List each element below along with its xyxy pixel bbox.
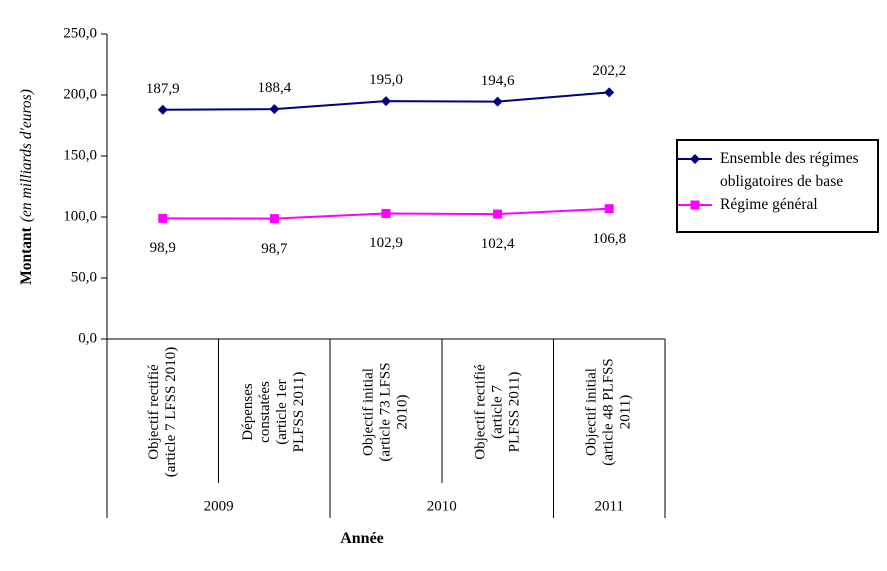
category-label-cell: Objectif initial (article 48 PLFSS 2011) xyxy=(553,340,665,483)
y-tick-label: 100,0 xyxy=(63,208,97,225)
data-point-diamond xyxy=(604,87,615,98)
data-point-square xyxy=(493,209,503,219)
category-label-cell: Objectif initial (article 73 LFSS 2010) xyxy=(330,340,442,483)
data-point-diamond xyxy=(269,104,280,115)
category-label: Objectif initial (article 48 PLFSS 2011) xyxy=(583,357,634,466)
data-point-square xyxy=(604,204,614,214)
y-tick-label: 0,0 xyxy=(78,330,97,347)
legend-label: Ensemble des régimes obligatoires de bas… xyxy=(720,150,859,190)
data-label: 106,8 xyxy=(592,230,627,247)
category-label-cell: Objectif rectifié (article 7 LFSS 2010) xyxy=(107,340,219,483)
year-label: 2011 xyxy=(594,498,624,514)
data-label: 102,9 xyxy=(369,235,403,252)
data-label: 187,9 xyxy=(145,80,180,97)
legend-label: Régime général xyxy=(720,196,818,213)
data-label: 188,4 xyxy=(257,80,292,97)
category-label: Objectif rectifié (article 7 LFSS 2010) xyxy=(145,346,179,477)
data-point-diamond xyxy=(157,104,168,115)
category-label-cell: Dépenses constatées (article 1er PLFSS 2… xyxy=(219,340,331,483)
data-point-square xyxy=(381,208,391,218)
legend-marker-square-icon xyxy=(678,200,712,209)
year-label: 2009 xyxy=(203,498,234,514)
y-tick-label: 250,0 xyxy=(63,25,97,42)
year-label: 2010 xyxy=(426,498,457,514)
category-label-cell: Objectif rectifié (article 7 PLFSS 2011) xyxy=(442,340,554,483)
data-label: 195,0 xyxy=(369,72,403,89)
y-tick-label: 150,0 xyxy=(63,147,97,164)
data-point-square xyxy=(269,214,279,224)
data-point-diamond xyxy=(492,96,503,107)
legend-marker-diamond-icon xyxy=(678,153,712,164)
data-label: 194,6 xyxy=(480,72,515,89)
data-label: 102,4 xyxy=(480,236,515,253)
y-tick-label: 200,0 xyxy=(63,86,97,103)
data-point-diamond xyxy=(381,96,391,107)
category-label: Objectif initial (article 73 LFSS 2010) xyxy=(360,361,411,462)
category-label: Objectif rectifié (article 7 PLFSS 2011) xyxy=(472,363,523,460)
data-label: 98,9 xyxy=(149,240,176,257)
legend: Ensemble des régimes obligatoires de bas… xyxy=(676,139,879,233)
y-tick-label: 50,0 xyxy=(70,269,97,286)
data-label: 98,7 xyxy=(261,240,288,257)
data-label: 202,2 xyxy=(592,63,627,80)
x-axis-title: Année xyxy=(340,530,384,547)
category-label: Dépenses constatées (article 1er PLFSS 2… xyxy=(240,371,308,452)
data-point-square xyxy=(158,213,168,223)
